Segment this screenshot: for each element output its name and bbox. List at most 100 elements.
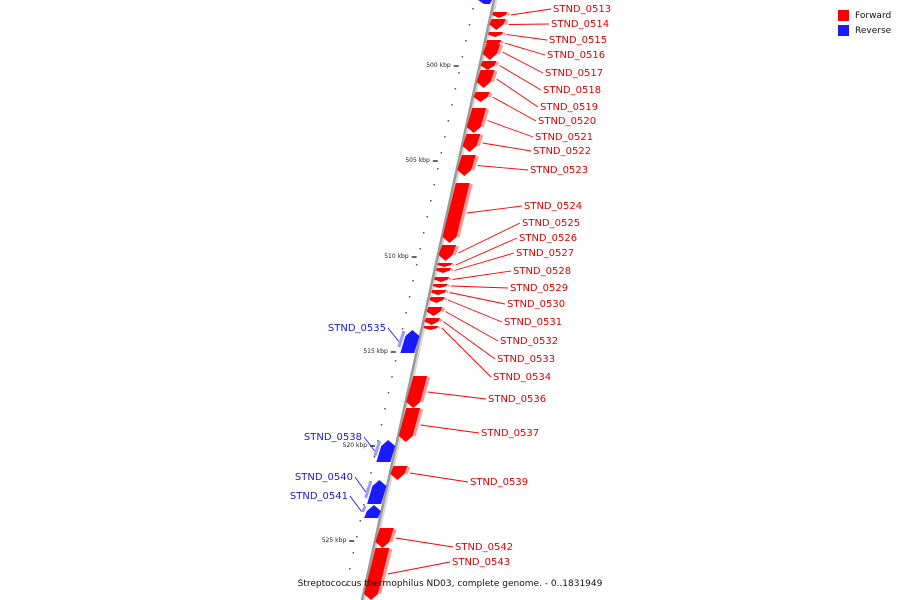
gene-arrow[interactable]: [400, 330, 420, 353]
gene-arrow[interactable]: [364, 505, 381, 518]
gene-shade: [412, 408, 424, 437]
gene-stnd-0520[interactable]: STND_0520: [473, 92, 597, 127]
gene-stnd-0539[interactable]: STND_0539: [390, 466, 528, 488]
gene-arrow[interactable]: [473, 92, 490, 102]
gene-arrow[interactable]: [457, 155, 476, 176]
gene-label[interactable]: STND_0539: [470, 477, 528, 488]
gene-label[interactable]: STND_0517: [545, 68, 603, 79]
gene-arrow[interactable]: [487, 32, 503, 37]
minor-tick: [465, 40, 467, 42]
gene-stnd-0535[interactable]: STND_0535: [328, 323, 420, 353]
gene-shade: [397, 330, 406, 348]
gene-arrow[interactable]: [367, 480, 387, 504]
gene-label[interactable]: STND_0537: [481, 428, 539, 439]
gene-label[interactable]: STND_0529: [510, 283, 568, 294]
gene-stnd-0524[interactable]: STND_0524: [442, 183, 583, 243]
gene-stnd-0514[interactable]: STND_0514: [489, 19, 609, 30]
gene-stnd-0531[interactable]: STND_0531: [429, 297, 562, 328]
gene-stnd-0536[interactable]: STND_0536: [406, 376, 546, 408]
gene-stnd-0527[interactable]: STND_0527: [435, 248, 574, 273]
gene-stnd-0533[interactable]: STND_0533: [424, 318, 556, 365]
gene-label[interactable]: STND_0543: [452, 557, 510, 568]
gene-arrow[interactable]: [480, 61, 497, 70]
gene-label[interactable]: STND_0514: [551, 19, 609, 30]
gene-label[interactable]: STND_0528: [513, 266, 571, 277]
gene-stnd-0532[interactable]: STND_0532: [426, 307, 558, 347]
gene-arrow[interactable]: [429, 297, 445, 303]
gene-stnd-0521[interactable]: STND_0521: [466, 108, 593, 143]
gene-arrow[interactable]: [432, 284, 448, 288]
gene-stnd-0542[interactable]: STND_0542: [375, 528, 513, 553]
leader-line: [409, 472, 469, 483]
gene-label[interactable]: STND_0531: [504, 317, 562, 328]
gene-label[interactable]: STND_0540: [295, 472, 353, 483]
gene-label[interactable]: STND_0513: [553, 4, 611, 15]
gene-label[interactable]: STND_0532: [500, 336, 558, 347]
gene-label[interactable]: STND_0526: [519, 233, 577, 244]
gene-arrow[interactable]: [423, 326, 439, 330]
gene-stnd-0526[interactable]: STND_0526: [437, 233, 577, 267]
gene-arrow[interactable]: [435, 268, 452, 273]
gene-stnd-0518[interactable]: STND_0518: [480, 61, 601, 96]
gene-stnd-0538[interactable]: STND_0538: [304, 432, 396, 462]
gene-label[interactable]: STND_0527: [516, 248, 574, 259]
gene-label[interactable]: STND_0536: [488, 394, 546, 405]
gene-arrow[interactable]: [482, 44, 501, 60]
gene-shade: [364, 480, 373, 499]
gene-label[interactable]: STND_0530: [507, 299, 565, 310]
gene-label[interactable]: STND_0518: [543, 85, 601, 96]
gene-label[interactable]: STND_0541: [290, 491, 348, 502]
gene-label[interactable]: STND_0520: [538, 116, 596, 127]
gene-stnd-0541[interactable]: STND_0541: [290, 491, 381, 518]
gene-arrow[interactable]: [398, 408, 421, 442]
gene-stnd-0537[interactable]: STND_0537: [398, 408, 539, 442]
gene-label[interactable]: STND_0523: [530, 165, 588, 176]
gene-stnd-0528[interactable]: STND_0528: [433, 266, 571, 282]
gene-arrow[interactable]: [376, 440, 396, 462]
gene-arrow[interactable]: [466, 108, 487, 133]
gene-arrow[interactable]: [406, 376, 428, 408]
gene-stnd-0530[interactable]: STND_0530: [431, 290, 565, 310]
gene-arrow[interactable]: [437, 263, 453, 267]
gene-arrow[interactable]: [424, 318, 441, 325]
gene-stnd-0529[interactable]: STND_0529: [432, 283, 568, 294]
gene-label[interactable]: STND_0535: [328, 323, 386, 334]
gene-stnd-0540[interactable]: STND_0540: [295, 472, 387, 504]
gene-stnd-0516[interactable]: STND_0516: [485, 40, 605, 61]
gene-label[interactable]: STND_0538: [304, 432, 362, 443]
gene-arrow[interactable]: [390, 466, 408, 480]
gene-arrow[interactable]: [375, 528, 394, 548]
gene-stnd-0519[interactable]: STND_0519: [476, 70, 598, 113]
gene-stnd-0523[interactable]: STND_0523: [457, 155, 588, 176]
gene-arrow[interactable]: [492, 12, 508, 18]
minor-tick: [440, 152, 443, 154]
gene-label[interactable]: STND_0534: [493, 372, 551, 383]
gene-arrow[interactable]: [433, 277, 450, 282]
gene-label[interactable]: STND_0521: [535, 132, 593, 143]
gene-stnd-0517[interactable]: STND_0517: [482, 44, 603, 79]
gene-label[interactable]: STND_0524: [524, 201, 582, 212]
gene-stnd-0525[interactable]: STND_0525: [438, 218, 581, 261]
gene-arrow[interactable]: [364, 548, 390, 600]
gene-arrow[interactable]: [476, 70, 495, 88]
minor-tick: [384, 408, 386, 410]
gene-label[interactable]: STND_0533: [497, 354, 555, 365]
gene-arrow[interactable]: [489, 19, 506, 30]
gene-arrow[interactable]: [442, 183, 470, 243]
gene-arrow[interactable]: [438, 245, 457, 261]
gene-shade: [438, 318, 443, 323]
gene-label[interactable]: STND_0515: [549, 35, 607, 46]
gene-stnd-0513[interactable]: STND_0513: [492, 4, 611, 18]
gene-label[interactable]: STND_0542: [455, 542, 513, 553]
gene-label[interactable]: STND_0519: [540, 102, 598, 113]
gene-stnd-0522[interactable]: STND_0522: [462, 134, 592, 157]
gene-stnd-0543[interactable]: STND_0543: [364, 548, 510, 600]
gene-label[interactable]: STND_0525: [522, 218, 580, 229]
gene-arrow[interactable]: [462, 134, 481, 152]
gene-arrow[interactable]: [431, 290, 447, 295]
gene-stnd-0534[interactable]: STND_0534: [423, 326, 551, 383]
gene-label[interactable]: STND_0516: [547, 50, 605, 61]
gene-stnd-0515[interactable]: STND_0515: [487, 32, 607, 46]
gene-label[interactable]: STND_0522: [533, 146, 591, 157]
gene-arrow[interactable]: [426, 307, 443, 316]
